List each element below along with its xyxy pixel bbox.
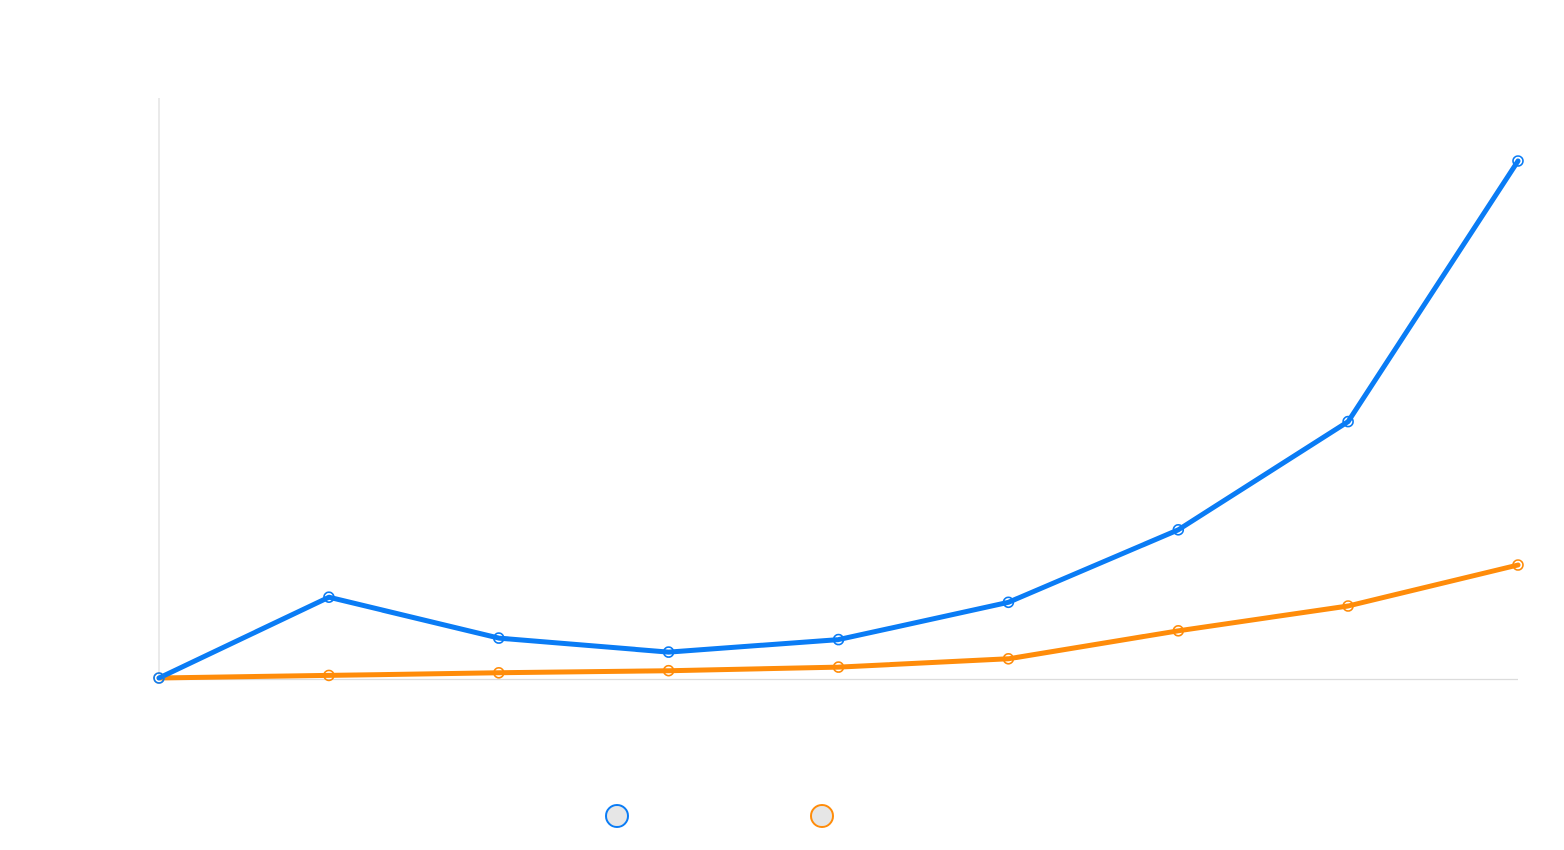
- series-2-point: [492, 666, 505, 679]
- series-1-point: [492, 632, 505, 644]
- series-1-point: [832, 633, 845, 646]
- series-1-point: [662, 646, 675, 658]
- series-2-point: [832, 661, 845, 673]
- series-1-line: [156, 158, 1521, 681]
- series-1-point: [1002, 596, 1015, 609]
- chart-legend[interactable]: [605, 804, 834, 828]
- series-1-point: [1172, 523, 1185, 536]
- series-1-point: [1342, 415, 1354, 428]
- series-1-point: [323, 591, 335, 604]
- series-2-point: [1172, 624, 1185, 637]
- series-2-point: [323, 669, 335, 682]
- chart-axes: [158, 98, 1518, 681]
- series-lines: [156, 158, 1521, 681]
- series-2-point: [662, 664, 675, 677]
- legend-marker-series-1[interactable]: [605, 804, 629, 828]
- series-2-point: [1002, 652, 1015, 665]
- series-2-point: [1342, 600, 1354, 612]
- series-1-point: [1512, 155, 1524, 167]
- series-1-point: [153, 672, 165, 684]
- legend-marker-series-2[interactable]: [810, 804, 834, 828]
- series-2-point: [1512, 559, 1524, 571]
- series-2-line: [156, 562, 1521, 681]
- series-points: [153, 155, 1524, 684]
